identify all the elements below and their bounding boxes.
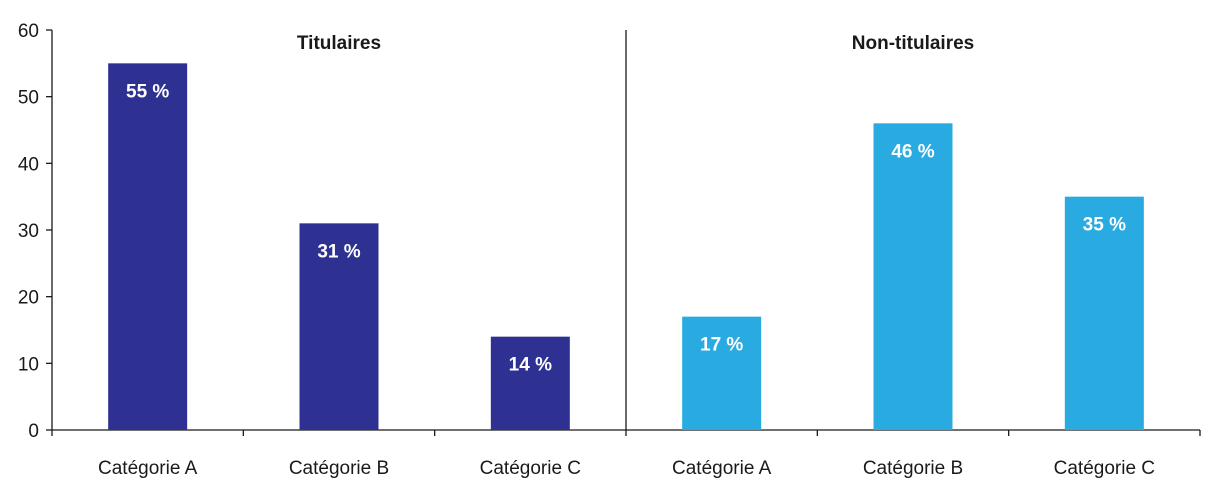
y-tick-label: 60 bbox=[18, 21, 39, 42]
bar bbox=[682, 316, 762, 430]
bar-value-label: 31 % bbox=[317, 241, 360, 262]
bar bbox=[873, 123, 953, 430]
group-titles: Titulaires Non-titulaires bbox=[297, 33, 974, 54]
bar-value-label: 17 % bbox=[700, 335, 743, 356]
group-title: Titulaires bbox=[297, 33, 381, 54]
bar bbox=[1064, 196, 1144, 430]
x-tick-label: Catégorie B bbox=[289, 458, 389, 479]
bar bbox=[490, 336, 570, 430]
x-tick-label: Catégorie A bbox=[672, 458, 772, 479]
y-tick-label: 10 bbox=[18, 354, 39, 375]
y-tick-label: 50 bbox=[18, 88, 39, 109]
y-tick-label: 0 bbox=[28, 421, 39, 442]
group-title: Non-titulaires bbox=[852, 33, 974, 54]
bars: 55 % 31 % 14 % 17 % 46 % 35 % bbox=[108, 63, 1144, 430]
y-tick-label: 30 bbox=[18, 221, 39, 242]
bar bbox=[299, 223, 379, 430]
x-tick-label: Catégorie C bbox=[1054, 458, 1155, 479]
x-tick-label: Catégorie A bbox=[98, 458, 198, 479]
y-tick-label: 40 bbox=[18, 154, 39, 175]
x-tick-label: Catégorie B bbox=[863, 458, 963, 479]
y-tick-label: 20 bbox=[18, 288, 39, 309]
bar-value-label: 35 % bbox=[1083, 215, 1126, 236]
x-tick-label: Catégorie C bbox=[480, 458, 581, 479]
bar-value-label: 55 % bbox=[126, 81, 169, 102]
bar bbox=[108, 63, 188, 430]
x-axis: Catégorie A Catégorie B Catégorie C Catégor… bbox=[51, 429, 1201, 479]
bar-value-label: 14 % bbox=[509, 355, 552, 376]
y-axis: 0 10 20 30 40 50 60 bbox=[18, 21, 53, 442]
bar-value-label: 46 % bbox=[891, 141, 934, 162]
